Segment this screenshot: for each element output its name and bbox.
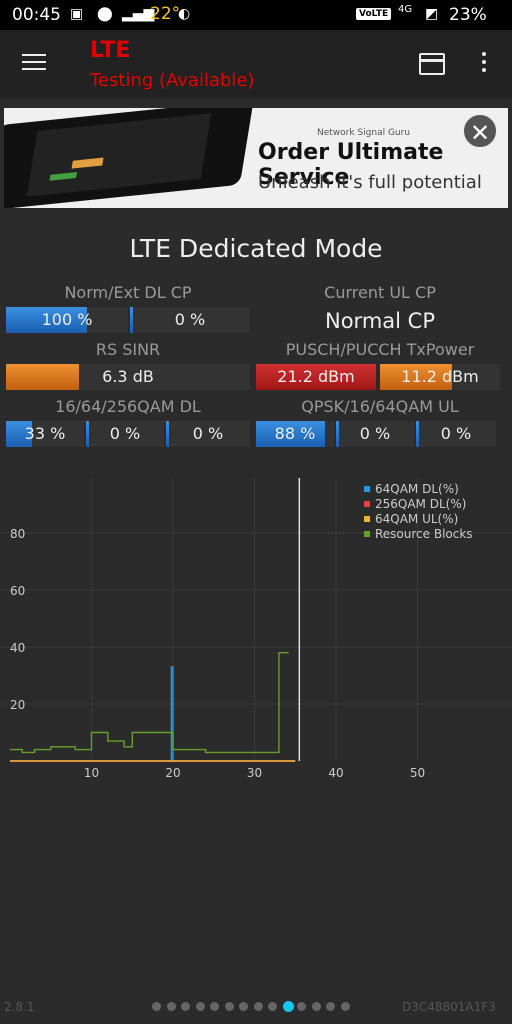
- dl-cp-ext-bar: 0 %: [130, 307, 250, 333]
- page-dot[interactable]: [297, 1002, 306, 1011]
- page-dot[interactable]: [311, 1002, 321, 1011]
- close-icon[interactable]: ✕: [462, 113, 498, 149]
- hamburger-menu-icon[interactable]: [22, 54, 46, 74]
- x-tick-label: 40: [328, 766, 343, 778]
- dl-64qam-value: 0 %: [109, 424, 141, 443]
- app-version: 2.8.1: [4, 1000, 35, 1014]
- dl-cp-norm-value: 100 %: [41, 310, 93, 329]
- legend-swatch: [364, 486, 370, 492]
- rs-sinr-fill: [6, 364, 80, 390]
- ul-qam-label: QPSK/16/64QAM UL: [301, 397, 459, 416]
- signal-icon: ▂▄▆: [122, 6, 155, 22]
- status-bar: 00:45 ▣ ⬤ ▂▄▆ 22° ◐ VoLTE 4G ◩ 23%: [0, 0, 512, 30]
- ad-brand: Network Signal Guru: [317, 128, 411, 138]
- ul-64qam-bar: 0 %: [416, 421, 496, 447]
- dl-256qam-value: 0 %: [192, 424, 224, 443]
- dl-16qam-bar: 33 %: [6, 421, 84, 447]
- ul-cp-label: Current UL CP: [324, 283, 436, 302]
- legend-swatch: [364, 501, 370, 507]
- rs-sinr-bar: 6.3 dB: [6, 364, 250, 390]
- legend-label: 256QAM DL(%): [375, 497, 466, 511]
- x-tick-label: 30: [247, 766, 262, 778]
- pusch-bar: 21.2 dBm: [256, 364, 376, 390]
- network-type: 4G: [398, 4, 413, 15]
- pusch-value: 21.2 dBm: [277, 367, 355, 386]
- dl-64qam-fill: [86, 421, 89, 447]
- pucch-bar: 11.2 dBm: [380, 364, 500, 390]
- page-dot[interactable]: [340, 1002, 350, 1011]
- legend-label: 64QAM DL(%): [375, 482, 459, 496]
- pucch-value: 11.2 dBm: [401, 367, 479, 386]
- app-bar: LTE Testing (Available): [0, 30, 512, 98]
- ul-64qam-fill: [416, 421, 419, 447]
- ad-tagline: Unleash it's full potential: [258, 172, 482, 193]
- phone-image: [4, 108, 254, 208]
- device-id: D3C48801A1F3: [402, 1000, 496, 1014]
- dl-cp-norm-bar: 100 %: [6, 307, 128, 333]
- ad-banner[interactable]: Network Signal Guru Order Ultimate Servi…: [4, 108, 508, 208]
- page-dot[interactable]: [224, 1002, 234, 1011]
- ul-qpsk-fill: [256, 421, 325, 447]
- no-signal-icon: ◩: [425, 6, 439, 22]
- weather-icon: ◐: [178, 6, 191, 22]
- page-dot[interactable]: [326, 1002, 335, 1011]
- ul-qpsk-bar: 88 %: [256, 421, 334, 447]
- txpower-label: PUSCH/PUCCH TxPower: [285, 340, 475, 359]
- qam-history-chart: 10 20 30 40 50 20 40 60 80 64QAM DL(%)256QAM DL(%…: [0, 478, 512, 778]
- y-tick-label: 60: [10, 584, 25, 598]
- legend-label: Resource Blocks: [375, 527, 473, 541]
- dl-cp-label: Norm/Ext DL CP: [64, 283, 192, 302]
- pusch-fill: [256, 364, 376, 390]
- dl-cp-ext-fill: [130, 307, 133, 333]
- dl-16qam-fill: [6, 421, 32, 447]
- page-dot[interactable]: [268, 1002, 277, 1011]
- ul-64qam-value: 0 %: [440, 424, 472, 443]
- series-line: [10, 652, 289, 754]
- legend-swatch: [364, 516, 370, 522]
- legend-label: 64QAM UL(%): [375, 512, 458, 526]
- x-tick-label: 10: [84, 766, 99, 778]
- battery-level: 23%: [449, 5, 487, 25]
- dl-16qam-value: 33 %: [24, 424, 66, 443]
- ul-16qam-bar: 0 %: [336, 421, 414, 447]
- page-dot[interactable]: [195, 1002, 205, 1011]
- x-tick-label: 50: [410, 766, 425, 778]
- ad-headline: Order Ultimate Service: [258, 140, 444, 190]
- dl-cp-ext-value: 0 %: [174, 310, 206, 329]
- dl-qam-label: 16/64/256QAM DL: [55, 397, 201, 416]
- status-temperature: 22°: [150, 4, 181, 24]
- ul-16qam-value: 0 %: [359, 424, 391, 443]
- app-title: LTE: [90, 38, 131, 63]
- page-dot[interactable]: [166, 1002, 176, 1011]
- y-tick-label: 40: [10, 641, 25, 655]
- card-icon[interactable]: [419, 53, 445, 75]
- volte-badge: VoLTE: [356, 8, 392, 20]
- ul-qpsk-value: 88 %: [274, 424, 316, 443]
- page-dot[interactable]: [282, 1001, 294, 1012]
- mode-title: LTE Dedicated Mode: [129, 234, 383, 263]
- ul-16qam-fill: [336, 421, 339, 447]
- y-tick-label: 20: [10, 698, 25, 712]
- rs-sinr-value: 6.3 dB: [102, 367, 154, 386]
- page-dot[interactable]: [152, 1002, 161, 1011]
- page-dot[interactable]: [210, 1002, 219, 1011]
- page-dot[interactable]: [253, 1002, 263, 1011]
- pucch-fill: [380, 364, 452, 390]
- dl-256qam-fill: [166, 421, 169, 447]
- dl-cp-norm-fill: [6, 307, 87, 333]
- more-options-icon[interactable]: [482, 52, 487, 76]
- ul-cp-value: Normal CP: [325, 309, 435, 333]
- status-time: 00:45: [12, 5, 61, 25]
- page-dot[interactable]: [239, 1002, 248, 1011]
- page-dot[interactable]: [181, 1002, 190, 1011]
- rs-sinr-label: RS SINR: [95, 340, 161, 359]
- dl-256qam-bar: 0 %: [166, 421, 250, 447]
- x-tick-label: 20: [165, 766, 180, 778]
- image-icon: ▣: [70, 6, 84, 22]
- app-subtitle: Testing (Available): [90, 70, 255, 91]
- legend-swatch: [364, 531, 370, 537]
- y-tick-label: 80: [10, 527, 25, 541]
- location-icon: ⬤: [97, 6, 113, 22]
- dl-64qam-bar: 0 %: [86, 421, 164, 447]
